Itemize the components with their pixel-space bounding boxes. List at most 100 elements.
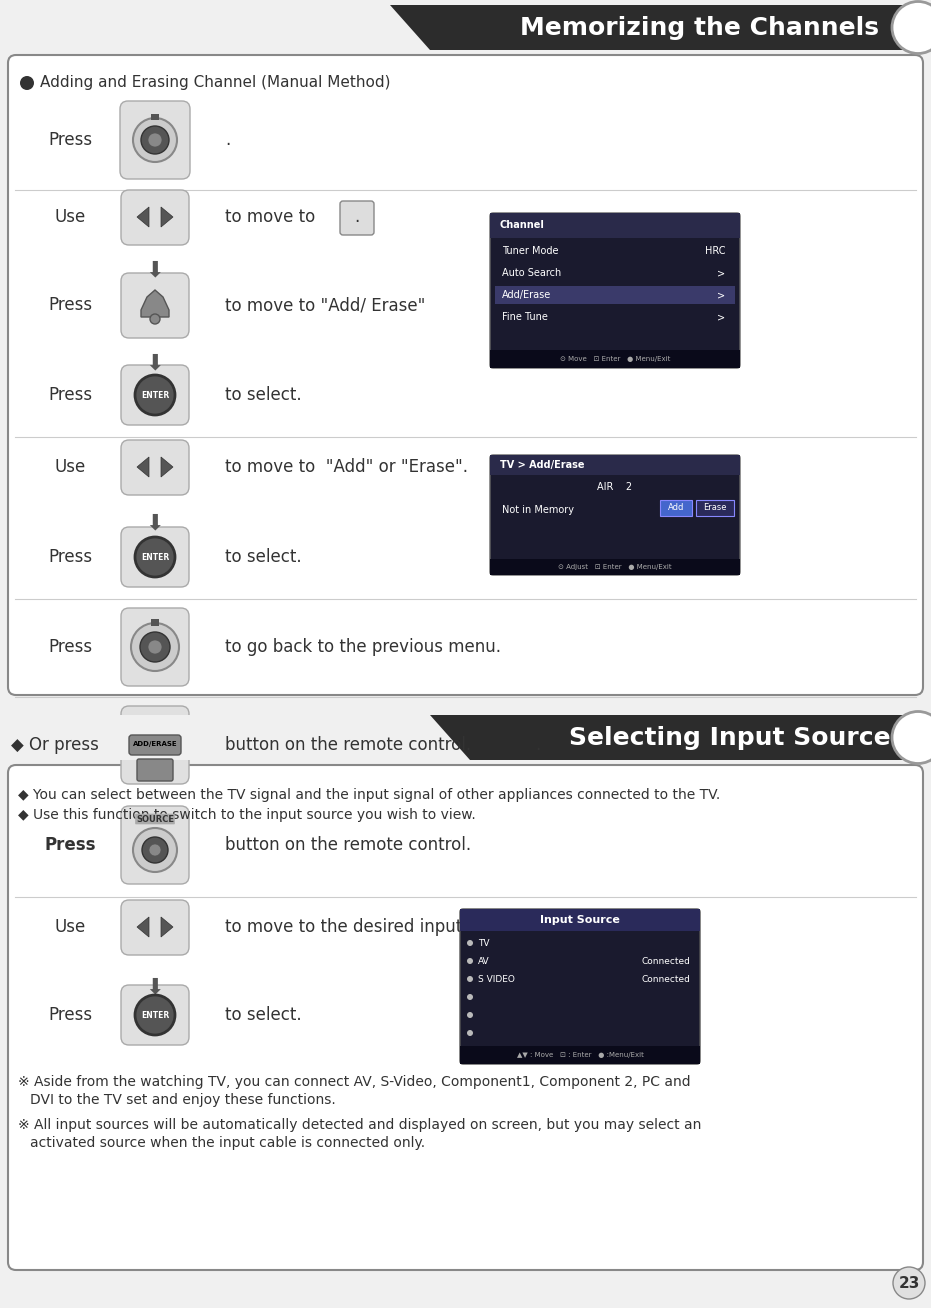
- Text: to move to: to move to: [225, 208, 316, 226]
- FancyBboxPatch shape: [340, 201, 374, 235]
- Bar: [696, 500, 734, 515]
- Text: ⊙ Adjust   ⊡ Enter   ● Menu/Exit: ⊙ Adjust ⊡ Enter ● Menu/Exit: [559, 564, 672, 570]
- Text: ⬇: ⬇: [145, 513, 164, 532]
- Text: Add: Add: [668, 504, 684, 513]
- Circle shape: [148, 640, 162, 654]
- Circle shape: [141, 126, 169, 154]
- Text: ⬇: ⬇: [145, 260, 164, 280]
- Text: ⬇: ⬇: [145, 353, 164, 373]
- FancyBboxPatch shape: [129, 735, 181, 755]
- Text: Press: Press: [47, 131, 92, 149]
- Polygon shape: [161, 207, 173, 228]
- FancyBboxPatch shape: [121, 365, 189, 425]
- Circle shape: [467, 1012, 473, 1018]
- Polygon shape: [0, 715, 470, 760]
- FancyBboxPatch shape: [120, 101, 190, 179]
- Text: Selecting Input Source: Selecting Input Source: [569, 726, 891, 749]
- Circle shape: [467, 940, 473, 946]
- Bar: [0, 5, 931, 50]
- Text: to go back to the previous menu.: to go back to the previous menu.: [225, 638, 501, 657]
- Bar: [490, 351, 740, 368]
- Text: button on the remote control.: button on the remote control.: [225, 736, 471, 753]
- Circle shape: [142, 837, 168, 863]
- FancyBboxPatch shape: [490, 213, 740, 368]
- FancyBboxPatch shape: [121, 439, 189, 494]
- Circle shape: [135, 538, 175, 577]
- Text: Press: Press: [45, 836, 96, 854]
- Text: Connected: Connected: [641, 956, 690, 965]
- Circle shape: [135, 995, 175, 1035]
- Text: Use: Use: [54, 918, 86, 937]
- Text: ENTER: ENTER: [141, 391, 169, 399]
- Text: activated source when the input cable is connected only.: activated source when the input cable is…: [30, 1137, 425, 1150]
- Polygon shape: [137, 207, 149, 228]
- Text: Use: Use: [54, 458, 86, 476]
- Polygon shape: [137, 917, 149, 937]
- FancyBboxPatch shape: [121, 806, 189, 884]
- Text: to select.: to select.: [225, 1006, 302, 1024]
- Circle shape: [140, 632, 170, 662]
- Text: button on the remote control.: button on the remote control.: [225, 836, 471, 854]
- Text: Press: Press: [47, 638, 92, 657]
- Text: >: >: [717, 290, 725, 300]
- Text: Press: Press: [47, 548, 92, 566]
- Text: Use: Use: [54, 208, 86, 226]
- Polygon shape: [161, 917, 173, 937]
- Circle shape: [892, 1, 931, 54]
- Text: Not in Memory: Not in Memory: [502, 505, 574, 515]
- Text: .: .: [225, 131, 230, 149]
- FancyBboxPatch shape: [121, 608, 189, 685]
- Text: Press: Press: [47, 386, 92, 404]
- Bar: [0, 715, 931, 760]
- Text: Tuner Mode: Tuner Mode: [502, 246, 559, 256]
- Text: TV > Add/Erase: TV > Add/Erase: [500, 460, 585, 470]
- Circle shape: [467, 957, 473, 964]
- Text: Press: Press: [47, 296, 92, 314]
- Text: DVI to the TV set and enjoy these functions.: DVI to the TV set and enjoy these functi…: [30, 1093, 336, 1107]
- Circle shape: [148, 133, 162, 146]
- Text: S VIDEO: S VIDEO: [478, 974, 515, 984]
- Text: ※ Aside from the watching TV, you can connect AV, S-Video, Component1, Component: ※ Aside from the watching TV, you can co…: [18, 1075, 691, 1090]
- Circle shape: [892, 712, 931, 764]
- FancyBboxPatch shape: [460, 909, 700, 1063]
- Text: AIR    2: AIR 2: [598, 483, 632, 492]
- FancyBboxPatch shape: [121, 527, 189, 587]
- Text: >: >: [717, 313, 725, 322]
- Polygon shape: [137, 456, 149, 477]
- Text: AV: AV: [478, 956, 490, 965]
- Circle shape: [133, 118, 177, 162]
- Text: ◆ Or press: ◆ Or press: [11, 736, 99, 753]
- Circle shape: [893, 1267, 925, 1299]
- Text: ENTER: ENTER: [141, 552, 169, 561]
- Text: .: .: [535, 736, 540, 753]
- Circle shape: [467, 994, 473, 1001]
- Text: 23: 23: [898, 1275, 920, 1291]
- Text: ADD/ERASE: ADD/ERASE: [133, 742, 177, 747]
- FancyBboxPatch shape: [121, 706, 189, 783]
- Text: HRC: HRC: [705, 246, 725, 256]
- Text: to select.: to select.: [225, 386, 302, 404]
- Circle shape: [133, 828, 177, 872]
- FancyBboxPatch shape: [121, 273, 189, 337]
- Bar: [151, 114, 159, 120]
- Text: Auto Search: Auto Search: [502, 268, 561, 279]
- Text: ⊙ Move   ⊡ Enter   ● Menu/Exit: ⊙ Move ⊡ Enter ● Menu/Exit: [560, 356, 670, 362]
- Text: Connected: Connected: [641, 974, 690, 984]
- Text: Press: Press: [47, 1006, 92, 1024]
- Bar: [490, 213, 740, 238]
- FancyBboxPatch shape: [8, 765, 923, 1270]
- Text: Memorizing the Channels: Memorizing the Channels: [520, 16, 880, 39]
- Text: to select.: to select.: [225, 548, 302, 566]
- FancyBboxPatch shape: [137, 759, 173, 781]
- Bar: [490, 455, 740, 475]
- Polygon shape: [0, 5, 430, 50]
- Text: Erase: Erase: [703, 504, 727, 513]
- Text: ※ All input sources will be automatically detected and displayed on screen, but : ※ All input sources will be automaticall…: [18, 1118, 701, 1131]
- Circle shape: [149, 844, 161, 855]
- Text: ▲▼ : Move   ⊡ : Enter   ● :Menu/Exit: ▲▼ : Move ⊡ : Enter ● :Menu/Exit: [517, 1052, 643, 1058]
- Text: ◆ Use this function to switch to the input source you wish to view.: ◆ Use this function to switch to the inp…: [18, 808, 476, 821]
- Text: Fine Tune: Fine Tune: [502, 313, 547, 322]
- Text: Add/Erase: Add/Erase: [502, 290, 551, 300]
- Polygon shape: [161, 456, 173, 477]
- Text: .: .: [355, 208, 359, 226]
